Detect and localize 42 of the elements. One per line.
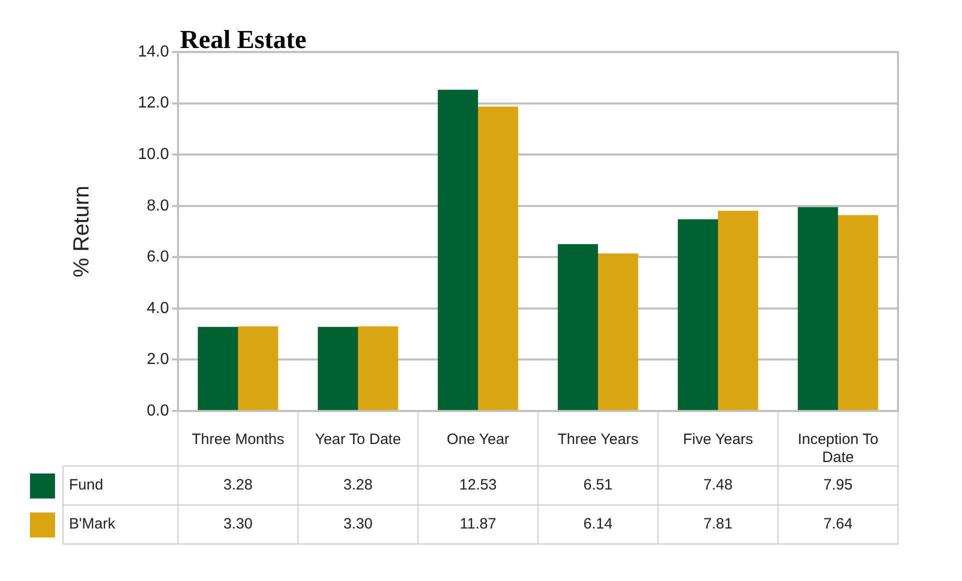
bar [438,90,478,410]
data-label: 7.81 [703,516,733,533]
bar [198,326,238,410]
y-tick-label: 8.0 [146,197,170,214]
data-label: 3.28 [223,476,253,494]
x-tick-label: Five Years [682,431,754,448]
bar [238,326,278,410]
data-label: 7.95 [823,476,853,494]
y-tick-label: 4.0 [146,300,170,317]
data-label: 3.30 [223,516,253,533]
bar [718,210,758,410]
bar [558,244,598,410]
x-tick-label: One Year [446,431,510,448]
bar [798,207,838,410]
y-axis-title: % Return [68,186,94,278]
y-tick-label: 2.0 [146,351,170,368]
data-label: 7.64 [823,516,853,533]
y-tick-label: 14.0 [138,43,170,60]
bar [838,215,878,410]
bar [598,254,638,410]
x-tick-label: Year To Date [315,431,401,448]
y-tick-label: 6.0 [146,248,170,266]
x-tick-label: Three Years [558,431,638,448]
legend-label: B'Mark [69,516,116,533]
bar [318,326,358,410]
x-tick-label: Three Months [192,431,284,448]
chart-title: Real Estate [180,25,306,54]
bar [678,219,718,410]
data-label: 7.48 [703,476,733,494]
data-label: 3.30 [343,516,373,533]
x-tick-label: Inception To Date [798,431,878,466]
data-label: 6.51 [583,476,613,494]
y-tick-label: 0.0 [146,402,170,420]
bar [478,106,518,410]
y-tick-label: 10.0 [138,146,170,163]
legend-label: Fund [69,476,104,494]
data-label: 11.87 [460,516,496,533]
data-label: 12.53 [459,476,497,494]
data-label: 6.14 [583,516,613,533]
bar [358,326,398,410]
data-label: 3.28 [343,476,373,494]
y-tick-label: 12.0 [138,94,170,112]
